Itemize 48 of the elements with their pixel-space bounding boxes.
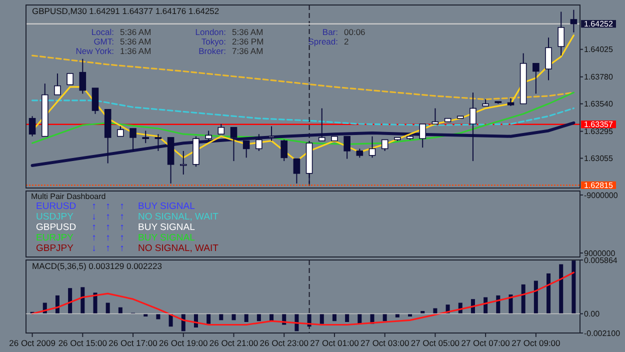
- y-tick-label: 0.005864: [584, 256, 618, 265]
- ref-line-label: 1.63357: [584, 120, 614, 130]
- annotation: Spread:: [308, 36, 338, 46]
- x-tick-label: 26 Oct 23:00: [260, 338, 309, 348]
- annotation: 5:36 AM: [120, 36, 152, 46]
- annotation: Tokyo:: [201, 36, 226, 46]
- x-tick-label: 26 Oct 15:00: [58, 338, 108, 348]
- text: 9000000: [584, 248, 616, 258]
- y-tick-label: 1.64025: [584, 45, 614, 54]
- annotation: Broker:: [198, 46, 226, 56]
- y-tick-label: 1.63540: [584, 100, 614, 109]
- annotation: GMT:: [94, 36, 114, 46]
- text: Multi Pair Dashboard: [31, 192, 106, 201]
- x-tick-label: 26 Oct 2009: [9, 338, 56, 348]
- text: -9000000: [584, 190, 618, 200]
- ref-line-label: 1.62815: [584, 180, 614, 190]
- y-tick-label: 1.63055: [584, 154, 614, 164]
- chart-title: GBPUSD,M30 1.64291 1.64377 1.64176 1.64252: [32, 6, 220, 16]
- annotation: 1:36 AM: [120, 46, 152, 56]
- text: GBPUSD ↑ ↑ ↑ BUY SIGNAL: [36, 222, 195, 233]
- ref-line-label: 1.64252: [584, 20, 614, 29]
- x-tick-label: 26 Oct 19:00: [159, 338, 208, 348]
- x-tick-label: 27 Oct 09:00: [512, 338, 561, 348]
- y-tick-label: -0.002100: [584, 328, 621, 338]
- annotation: London:: [195, 27, 226, 37]
- annotation: Local:: [91, 27, 114, 37]
- y-tick-label: 1.63780: [584, 72, 614, 82]
- x-tick-label: 27 Oct 03:00: [360, 338, 410, 348]
- annotation: 00:06: [344, 27, 366, 37]
- x-tick-label: 26 Oct 17:00: [108, 338, 158, 348]
- y-tick-label: 0.00: [584, 310, 600, 319]
- annotation: 7:36 AM: [232, 46, 264, 56]
- x-tick-label: 26 Oct 21:00: [209, 338, 258, 348]
- annotation: Bar:: [322, 27, 338, 37]
- text: EURJPY ↑ ↑ ↑ BUY SIGNAL: [36, 232, 195, 244]
- y-tick-label: 1.63295: [584, 127, 614, 136]
- chart-title: MACD(5,36,5) 0.003129 0.002223: [32, 261, 162, 271]
- annotation: 2:36 PM: [232, 36, 264, 46]
- text: GBPJPY ↓ ↑ ↑ NO SIGNAL, WAIT: [36, 243, 218, 254]
- text: USDJPY ↓ ↑ ↑ NO SIGNAL, WAIT: [36, 212, 218, 222]
- text: EURUSD ↑ ↑ ↑ BUY SIGNAL: [36, 201, 195, 212]
- annotation: New York:: [76, 46, 114, 56]
- annotation: 5:36 AM: [232, 27, 264, 37]
- x-tick-label: 27 Oct 07:00: [461, 338, 510, 348]
- x-tick-label: 27 Oct 01:00: [310, 338, 360, 348]
- annotation: 5:36 AM: [120, 27, 152, 37]
- annotation: 2: [344, 36, 349, 46]
- x-tick-label: 27 Oct 05:00: [410, 338, 460, 348]
